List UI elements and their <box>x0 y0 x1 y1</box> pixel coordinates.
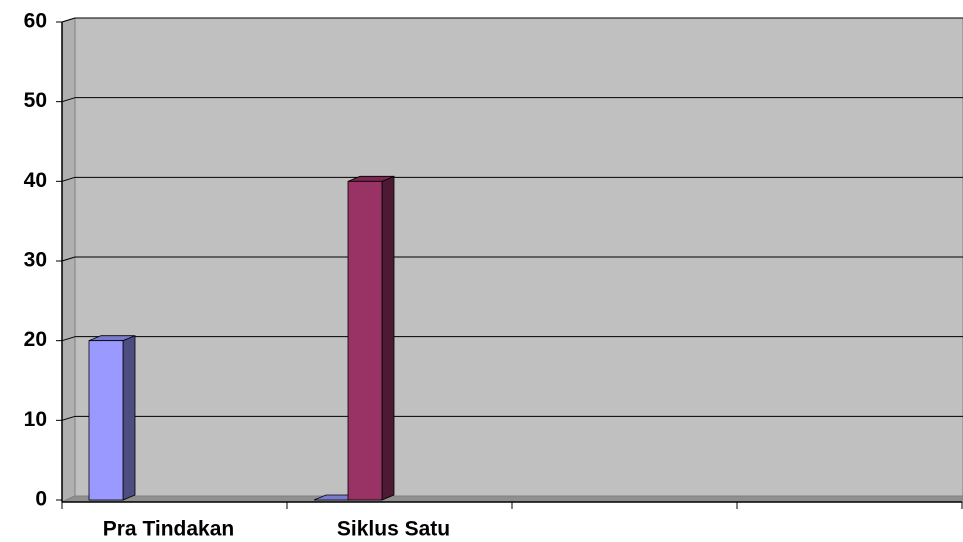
x-tick-label: Siklus Satu <box>337 518 450 541</box>
bar-side <box>122 335 136 501</box>
grid-line <box>61 17 76 23</box>
y-tick-label: 30 <box>24 249 47 272</box>
y-tick-label: 0 <box>35 488 47 511</box>
bar <box>347 180 383 501</box>
bar <box>88 340 124 501</box>
y-tick-label: 20 <box>24 328 47 351</box>
grid-line <box>61 176 76 182</box>
y-tick-label: 40 <box>24 169 47 192</box>
floor <box>61 495 963 503</box>
y-tick-label: 10 <box>24 408 47 431</box>
y-tick-label: 60 <box>24 10 47 33</box>
grid-line <box>61 336 76 342</box>
x-tick-label: Pra Tindakan <box>103 518 235 541</box>
bar-side <box>381 175 395 501</box>
grid-line <box>61 256 76 262</box>
y-tick-label: 50 <box>24 89 47 112</box>
grid-line <box>61 415 76 421</box>
grid-line <box>61 97 76 103</box>
